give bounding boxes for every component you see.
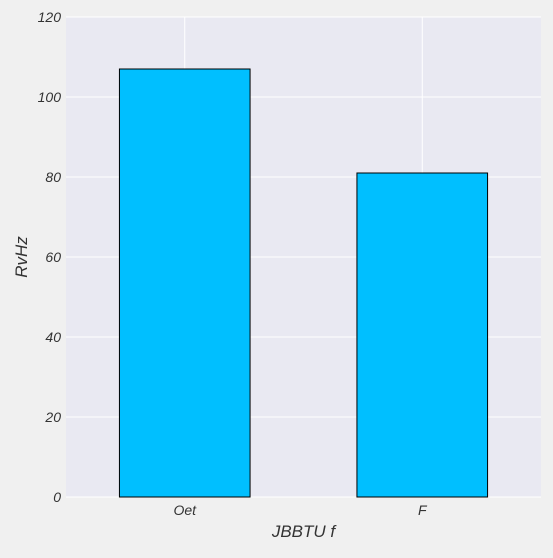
x-tick-label: F: [418, 502, 428, 518]
y-tick-label: 0: [53, 489, 61, 505]
y-tick-label: 60: [45, 249, 61, 265]
bar-f: [356, 172, 489, 498]
x-tick-label: Oet: [173, 502, 197, 518]
y-tick-label: 120: [38, 9, 62, 25]
bars: [118, 68, 489, 498]
y-tick-label: 40: [45, 329, 61, 345]
y-tick-label: 100: [38, 89, 62, 105]
y-tick-label: 80: [45, 169, 61, 185]
bar-oet: [118, 68, 251, 498]
y-axis-label: RvHz: [12, 236, 31, 278]
x-axis-label: JBBTU f: [271, 522, 338, 541]
y-tick-label: 20: [44, 409, 61, 425]
y-tick-labels: 0 20 40 60 80 100 120: [38, 9, 62, 505]
x-tick-labels: Oet F: [173, 502, 428, 518]
